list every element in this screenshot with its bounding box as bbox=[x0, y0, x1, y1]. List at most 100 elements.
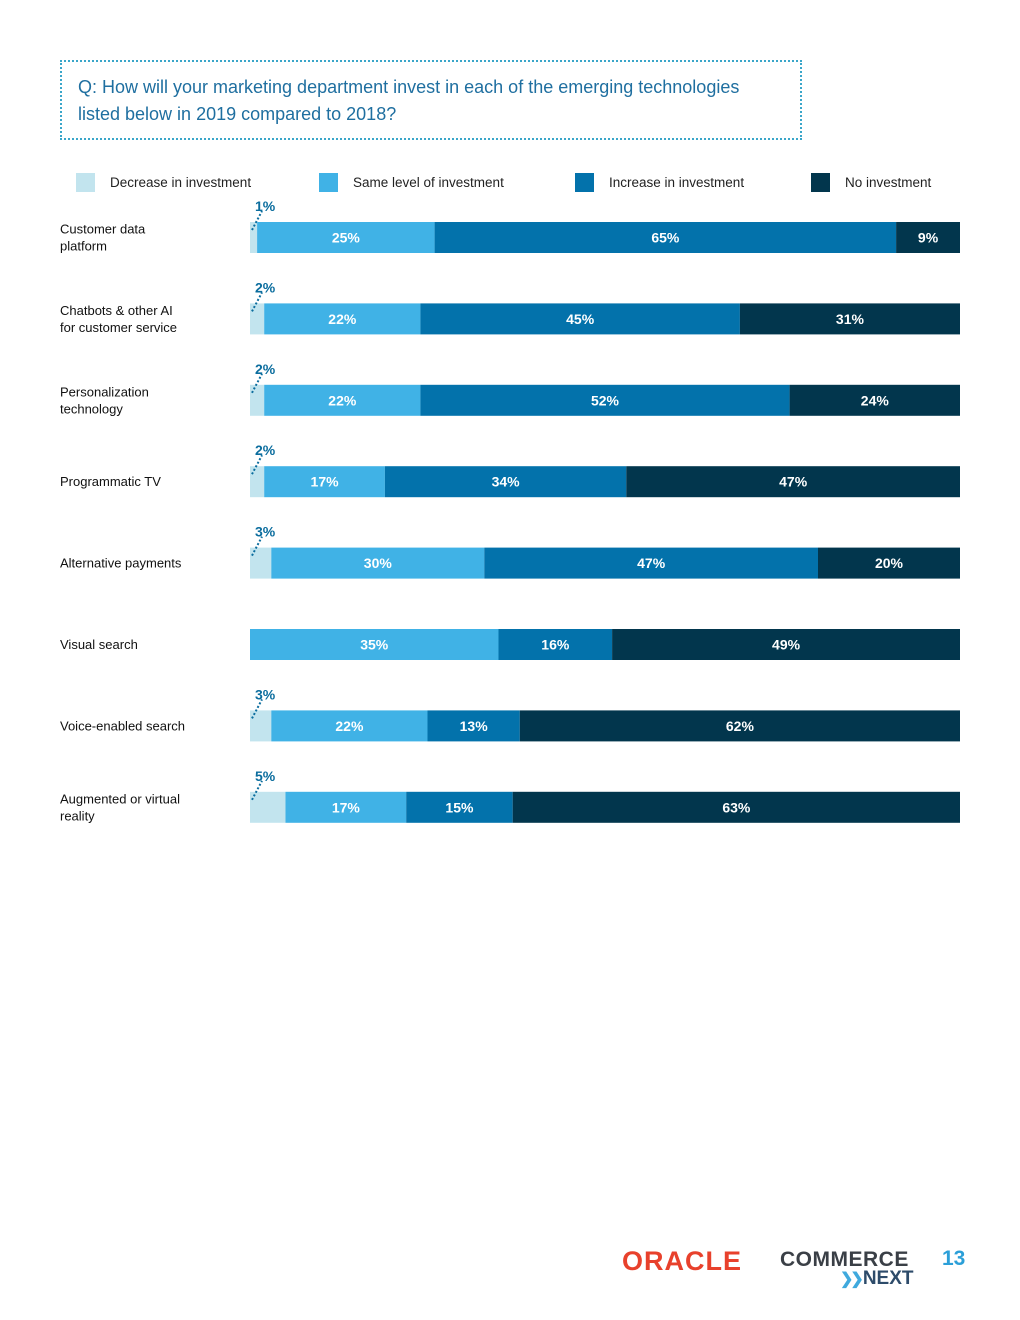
stacked-bar-chart: Customer data platform 1% 25% 65% 9% Chatbots … bbox=[60, 198, 960, 823]
bar-segment-increase-in-investment bbox=[427, 710, 520, 742]
commercenext-logo-next: ❯❯ NEXT bbox=[840, 1268, 914, 1290]
data-label: 1% bbox=[255, 198, 276, 214]
data-label: 16% bbox=[541, 637, 570, 653]
bar-segment-increase-in-investment bbox=[384, 466, 627, 498]
data-label: 17% bbox=[311, 474, 340, 490]
bar-segment-same-level-of-investment bbox=[264, 384, 421, 416]
data-label: 3% bbox=[255, 524, 276, 540]
legend-label-none: No investment bbox=[845, 174, 932, 190]
data-label-leader bbox=[251, 536, 263, 557]
data-label: 34% bbox=[492, 474, 521, 490]
data-label: 63% bbox=[722, 799, 751, 815]
bar-segment-same-level-of-investment bbox=[250, 629, 499, 660]
chart-legend: Decrease in investment Same level of inv… bbox=[0, 172, 1020, 192]
commercenext-logo-commerce: COMMERCE bbox=[780, 1248, 909, 1271]
data-label: 25% bbox=[332, 230, 361, 246]
legend-swatch-same bbox=[319, 172, 338, 192]
category-label-line: Programmatic TV bbox=[60, 474, 161, 489]
bar-segment-no-investment bbox=[612, 629, 960, 660]
legend-swatch-increase bbox=[575, 172, 594, 192]
category-label: Augmented or virtual reality bbox=[60, 791, 180, 823]
bar-segment-decrease-in-investment bbox=[250, 547, 272, 579]
data-label: 15% bbox=[445, 799, 474, 815]
bar-segment-same-level-of-investment bbox=[271, 547, 485, 579]
data-label: 47% bbox=[779, 474, 808, 490]
legend-label-same: Same level of investment bbox=[353, 174, 504, 190]
data-label: 2% bbox=[255, 442, 276, 458]
bar-segment-decrease-in-investment bbox=[250, 466, 265, 498]
legend-item-increase: Increase in investment bbox=[575, 172, 744, 192]
data-label-leader bbox=[251, 454, 263, 475]
category-label-line: Chatbots & other AI bbox=[60, 303, 173, 318]
bar-segment-decrease-in-investment bbox=[250, 222, 258, 253]
page-number: 13 bbox=[942, 1247, 966, 1270]
bar-segment-decrease-in-investment bbox=[250, 791, 286, 823]
data-label-leader bbox=[251, 210, 263, 231]
legend-item-none: No investment bbox=[811, 172, 931, 192]
category-label-line: Augmented or virtual bbox=[60, 791, 180, 806]
bar-segment-no-investment bbox=[519, 710, 960, 742]
data-label: 31% bbox=[836, 311, 865, 327]
category-label-line: platform bbox=[60, 239, 107, 254]
data-label: 3% bbox=[255, 686, 276, 702]
data-label: 2% bbox=[255, 361, 276, 377]
bar-segment-decrease-in-investment bbox=[250, 710, 272, 742]
bar-segment-same-level-of-investment bbox=[264, 466, 385, 498]
data-label-leader bbox=[251, 373, 263, 394]
data-label: 62% bbox=[726, 718, 755, 734]
category-label-line: Voice-enabled search bbox=[60, 718, 185, 733]
bar-segment-no-investment bbox=[818, 547, 960, 579]
category-label-line: reality bbox=[60, 808, 95, 823]
data-label: 20% bbox=[875, 555, 904, 571]
data-label: 9% bbox=[918, 230, 939, 246]
footer: ORACLE COMMERCE ❯❯ NEXT 13 bbox=[620, 1246, 980, 1290]
bar-segment-same-level-of-investment bbox=[257, 222, 435, 253]
category-label-line: Personalization bbox=[60, 384, 149, 399]
legend-swatch-none bbox=[811, 172, 830, 192]
category-label-line: technology bbox=[60, 401, 123, 416]
category-label-line: Visual search bbox=[60, 637, 138, 652]
data-label: 45% bbox=[566, 311, 595, 327]
bar-segment-no-investment bbox=[626, 466, 960, 498]
bar-segment-increase-in-investment bbox=[406, 791, 513, 823]
data-label: 47% bbox=[637, 555, 666, 571]
data-label: 22% bbox=[328, 311, 357, 327]
legend-label-decrease: Decrease in investment bbox=[110, 174, 252, 190]
question-text: Q: How will your marketing department in… bbox=[78, 77, 740, 124]
category-label-line: Alternative payments bbox=[60, 556, 182, 571]
oracle-logo: ORACLE bbox=[622, 1246, 742, 1276]
data-label: 17% bbox=[332, 799, 361, 815]
bar-segment-increase-in-investment bbox=[484, 547, 818, 579]
data-label-leader bbox=[251, 291, 263, 312]
bar-segment-no-investment bbox=[739, 303, 960, 335]
bar-segment-increase-in-investment bbox=[434, 222, 897, 253]
category-label: Voice-enabled search bbox=[60, 718, 185, 733]
bar-segment-decrease-in-investment bbox=[250, 384, 265, 416]
category-label: Visual search bbox=[60, 637, 138, 652]
data-label: 35% bbox=[360, 637, 389, 653]
chevron-right-icon: ❯❯ bbox=[840, 1271, 864, 1288]
data-label: 52% bbox=[591, 392, 620, 408]
category-label: Personalization technology bbox=[60, 384, 149, 416]
data-label: 30% bbox=[364, 555, 393, 571]
legend-swatch-decrease bbox=[76, 172, 95, 192]
legend-label-increase: Increase in investment bbox=[609, 174, 745, 190]
legend-item-decrease: Decrease in investment bbox=[76, 172, 251, 192]
bar-segment-decrease-in-investment bbox=[250, 303, 265, 335]
bar-segment-same-level-of-investment bbox=[271, 710, 428, 742]
commercenext-logo: COMMERCE ❯❯ NEXT bbox=[780, 1248, 920, 1290]
data-label: 22% bbox=[335, 718, 364, 734]
data-label: 5% bbox=[255, 768, 276, 784]
category-label: Alternative payments bbox=[60, 556, 182, 571]
category-label: Customer data platform bbox=[60, 222, 146, 254]
data-label-leader bbox=[251, 698, 263, 719]
data-label: 49% bbox=[772, 637, 801, 653]
commercenext-logo-next-text: NEXT bbox=[862, 1268, 914, 1289]
data-label: 13% bbox=[460, 718, 489, 734]
data-label: 65% bbox=[651, 230, 680, 246]
category-label-line: Customer data bbox=[60, 222, 146, 237]
bar-segment-no-investment bbox=[512, 791, 960, 823]
data-label: 24% bbox=[861, 392, 890, 408]
bar-segment-increase-in-investment bbox=[420, 303, 740, 335]
bar-segment-no-investment bbox=[896, 222, 960, 253]
